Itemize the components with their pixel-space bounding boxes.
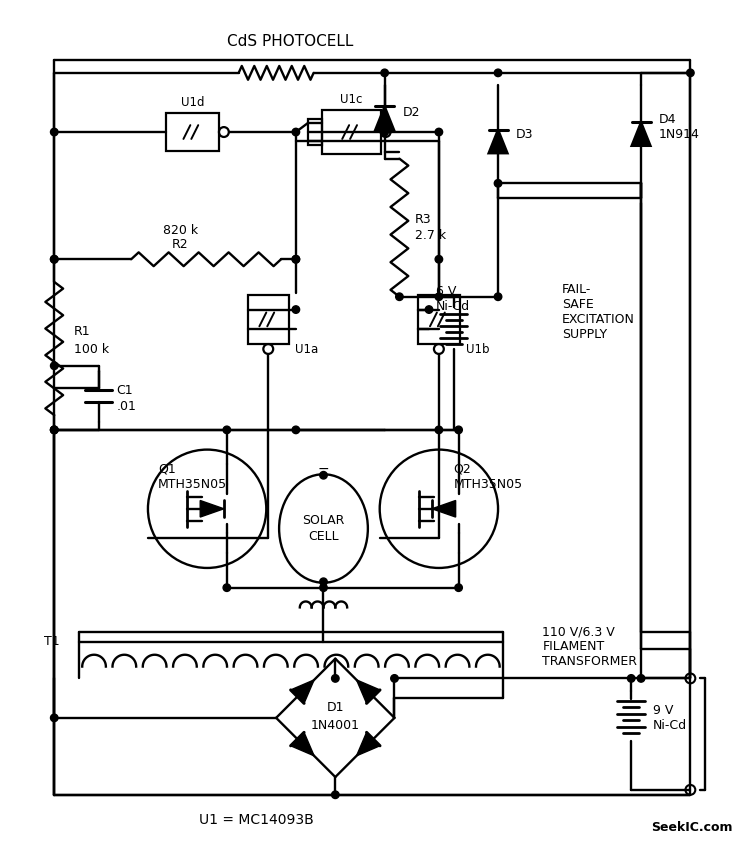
Circle shape xyxy=(628,674,635,682)
Circle shape xyxy=(320,584,327,591)
Text: Ni-Cd: Ni-Cd xyxy=(436,300,470,313)
Polygon shape xyxy=(356,733,380,756)
Circle shape xyxy=(292,255,299,263)
Text: CdS PHOTOCELL: CdS PHOTOCELL xyxy=(226,34,353,49)
Circle shape xyxy=(435,426,442,434)
Text: 110 V/6.3 V
FILAMENT
TRANSFORMER: 110 V/6.3 V FILAMENT TRANSFORMER xyxy=(542,626,638,669)
Text: 820 k: 820 k xyxy=(163,224,198,237)
Circle shape xyxy=(50,714,58,722)
Text: CELL: CELL xyxy=(308,530,339,543)
Text: Ni-Cd: Ni-Cd xyxy=(653,719,687,733)
Circle shape xyxy=(50,426,58,434)
Circle shape xyxy=(381,69,388,77)
Text: Q2: Q2 xyxy=(454,463,472,476)
Polygon shape xyxy=(632,122,650,146)
Circle shape xyxy=(50,362,58,370)
Text: .01: .01 xyxy=(116,400,136,413)
Circle shape xyxy=(50,255,58,263)
Text: SOLAR: SOLAR xyxy=(302,514,345,527)
Circle shape xyxy=(292,426,299,434)
Circle shape xyxy=(435,255,442,263)
Circle shape xyxy=(494,179,502,187)
Circle shape xyxy=(50,255,58,263)
Circle shape xyxy=(425,306,433,313)
Text: D2: D2 xyxy=(403,106,420,119)
Text: 100 k: 100 k xyxy=(74,343,109,355)
Circle shape xyxy=(454,584,462,591)
Text: D1: D1 xyxy=(326,701,344,715)
Text: 2.7 k: 2.7 k xyxy=(416,229,446,242)
Bar xyxy=(308,120,322,145)
Text: 6 V: 6 V xyxy=(436,285,456,298)
Circle shape xyxy=(292,255,299,263)
Text: C1: C1 xyxy=(116,384,133,397)
Circle shape xyxy=(454,426,462,434)
Text: U1b: U1b xyxy=(466,343,489,355)
Bar xyxy=(322,110,381,154)
Circle shape xyxy=(381,128,388,136)
Circle shape xyxy=(435,293,442,301)
Text: FAIL-
SAFE
EXCITATION
SUPPLY: FAIL- SAFE EXCITATION SUPPLY xyxy=(562,283,635,340)
Text: 9 V: 9 V xyxy=(653,705,674,717)
Text: R2: R2 xyxy=(172,238,189,251)
Polygon shape xyxy=(291,733,314,756)
Text: U1a: U1a xyxy=(295,343,318,355)
Circle shape xyxy=(223,426,230,434)
Text: 1N914: 1N914 xyxy=(658,127,700,141)
Bar xyxy=(248,295,289,344)
Text: −: − xyxy=(318,462,329,477)
Circle shape xyxy=(223,584,230,591)
Circle shape xyxy=(332,674,339,682)
Circle shape xyxy=(494,69,502,77)
Circle shape xyxy=(292,306,299,313)
Text: R1: R1 xyxy=(74,325,91,338)
Circle shape xyxy=(396,293,404,301)
Circle shape xyxy=(50,426,58,434)
Text: Q1: Q1 xyxy=(158,463,176,476)
Circle shape xyxy=(435,128,442,136)
Polygon shape xyxy=(356,679,380,703)
Text: U1d: U1d xyxy=(181,96,204,109)
Text: +: + xyxy=(318,581,329,594)
Bar xyxy=(166,114,219,151)
Circle shape xyxy=(320,472,327,479)
Polygon shape xyxy=(488,130,508,153)
Text: R3: R3 xyxy=(416,213,432,226)
Circle shape xyxy=(494,293,502,301)
Text: SeekIC.com: SeekIC.com xyxy=(651,821,733,834)
Circle shape xyxy=(638,674,645,682)
Text: 1N4001: 1N4001 xyxy=(310,719,360,733)
Circle shape xyxy=(50,128,58,136)
Text: U1c: U1c xyxy=(340,93,362,106)
Text: MTH35N05: MTH35N05 xyxy=(454,477,523,491)
Polygon shape xyxy=(375,106,394,130)
Circle shape xyxy=(686,69,694,77)
Text: D3: D3 xyxy=(516,127,533,141)
Text: T1: T1 xyxy=(44,636,59,648)
Text: U1 = MC14093B: U1 = MC14093B xyxy=(199,813,314,828)
Text: MTH35N05: MTH35N05 xyxy=(158,477,227,491)
Circle shape xyxy=(391,674,398,682)
Text: D4: D4 xyxy=(658,113,676,125)
Polygon shape xyxy=(432,500,456,517)
Polygon shape xyxy=(200,500,223,517)
Polygon shape xyxy=(291,679,314,703)
Circle shape xyxy=(50,426,58,434)
Bar xyxy=(419,295,460,344)
Circle shape xyxy=(292,128,299,136)
Circle shape xyxy=(332,791,339,798)
Circle shape xyxy=(320,578,327,585)
